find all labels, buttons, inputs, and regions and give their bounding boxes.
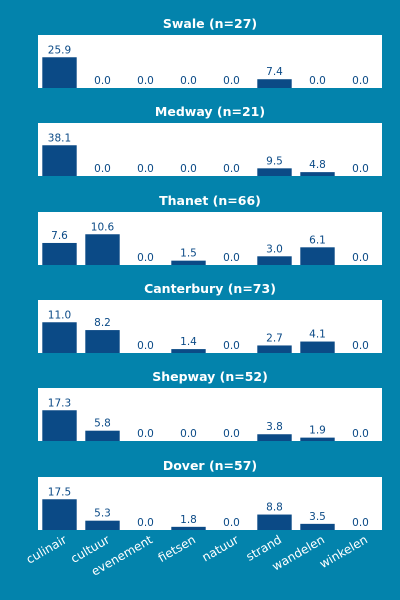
bar-value-label: 0.0 <box>223 252 240 264</box>
x-tick-label: winkelen <box>317 532 370 571</box>
panel-title: Medway (n=21) <box>155 104 265 119</box>
bar-culinair <box>42 322 77 353</box>
bar-value-label: 0.0 <box>352 75 369 87</box>
bar-value-label: 7.6 <box>51 230 68 242</box>
bar-cultuur <box>85 234 120 265</box>
bar-value-label: 1.9 <box>309 425 326 437</box>
chart-panel: Canterbury (n=73) 11.0 8.2 0.0 1.4 0.0 2.7 4.1 0… <box>38 281 382 353</box>
bar-fietsen <box>171 349 206 353</box>
bar-value-label: 0.0 <box>94 163 111 175</box>
bar-cultuur <box>85 520 120 530</box>
bar-value-label: 4.1 <box>309 329 326 341</box>
bar-value-label: 9.5 <box>266 155 283 167</box>
bar-value-label: 0.0 <box>352 252 369 264</box>
bar-culinair <box>42 57 77 88</box>
bar-cultuur <box>85 430 120 441</box>
bar-value-label: 0.0 <box>223 75 240 87</box>
panel-title: Thanet (n=66) <box>159 193 261 208</box>
bar-value-label: 5.3 <box>94 508 111 520</box>
bar-value-label: 0.0 <box>223 517 240 529</box>
bar-value-label: 1.8 <box>180 514 197 526</box>
bar-culinair <box>42 145 77 176</box>
panel-title: Canterbury (n=73) <box>144 281 276 296</box>
bar-value-label: 0.0 <box>180 75 197 87</box>
bar-value-label: 0.0 <box>180 163 197 175</box>
bar-value-label: 11.0 <box>48 309 71 321</box>
bar-value-label: 6.1 <box>309 234 326 246</box>
bar-fietsen <box>171 526 206 530</box>
bar-value-label: 7.4 <box>266 66 283 78</box>
bar-value-label: 8.2 <box>94 317 111 329</box>
bar-culinair <box>42 499 77 530</box>
x-tick-label: natuur <box>200 532 242 564</box>
bar-wandelen <box>300 437 335 441</box>
bar-value-label: 1.4 <box>180 336 197 348</box>
chart-panel: Dover (n=57) 17.5 5.3 0.0 1.8 0.0 8.8 3.5 0.0 <box>38 458 382 530</box>
bar-value-label: 0.0 <box>137 517 154 529</box>
panel-title: Swale (n=27) <box>163 16 257 31</box>
bar-value-label: 5.8 <box>94 418 111 430</box>
bar-value-label: 0.0 <box>94 75 111 87</box>
bar-cultuur <box>85 330 120 353</box>
bar-strand <box>257 345 292 353</box>
bar-value-label: 1.5 <box>180 248 197 260</box>
panel-background <box>38 35 382 88</box>
bar-value-label: 0.0 <box>352 517 369 529</box>
bar-value-label: 0.0 <box>137 252 154 264</box>
bar-value-label: 0.0 <box>223 163 240 175</box>
bar-value-label: 3.5 <box>309 511 326 523</box>
bar-value-label: 0.0 <box>137 428 154 440</box>
bar-value-label: 0.0 <box>352 340 369 352</box>
bar-value-label: 3.8 <box>266 421 283 433</box>
x-tick-label: fietsen <box>156 532 198 565</box>
chart-panel: Shepway (n=52) 17.3 5.8 0.0 0.0 0.0 3.8 1.9 0.0 <box>38 369 382 441</box>
bar-value-label: 38.1 <box>48 132 71 144</box>
bar-strand <box>257 79 292 88</box>
bar-value-label: 10.6 <box>91 221 115 233</box>
bar-strand <box>257 256 292 265</box>
bar-value-label: 0.0 <box>223 428 240 440</box>
bar-value-label: 0.0 <box>180 428 197 440</box>
panel-background <box>38 123 382 176</box>
bar-value-label: 0.0 <box>137 340 154 352</box>
bar-culinair <box>42 410 77 441</box>
panel-title: Shepway (n=52) <box>152 369 268 384</box>
bar-value-label: 4.8 <box>309 159 326 171</box>
bar-value-label: 2.7 <box>266 332 283 344</box>
bar-fietsen <box>171 260 206 265</box>
bar-strand <box>257 434 292 441</box>
bar-value-label: 17.3 <box>48 397 71 409</box>
x-tick-label: culinair <box>24 532 69 566</box>
bar-culinair <box>42 242 77 265</box>
bar-value-label: 0.0 <box>309 75 326 87</box>
bar-value-label: 0.0 <box>352 428 369 440</box>
bar-value-label: 8.8 <box>266 502 283 514</box>
chart-panel: Medway (n=21) 38.1 0.0 0.0 0.0 0.0 9.5 4.8 0.0 <box>38 104 382 176</box>
bar-wandelen <box>300 172 335 176</box>
panel-title: Dover (n=57) <box>163 458 257 473</box>
bar-strand <box>257 168 292 176</box>
bar-value-label: 0.0 <box>137 163 154 175</box>
bar-value-label: 0.0 <box>137 75 154 87</box>
bar-value-label: 0.0 <box>223 340 240 352</box>
chart-panel: Thanet (n=66) 7.6 10.6 0.0 1.5 0.0 3.0 6.1 0.0 <box>38 193 382 265</box>
bar-wandelen <box>300 247 335 265</box>
bar-wandelen <box>300 523 335 530</box>
bar-wandelen <box>300 341 335 353</box>
bar-value-label: 3.0 <box>266 243 283 255</box>
bar-value-label: 0.0 <box>352 163 369 175</box>
chart-panel: Swale (n=27) 25.9 0.0 0.0 0.0 0.0 7.4 0.0 0.0 <box>38 16 382 88</box>
bar-strand <box>257 514 292 530</box>
bar-value-label: 17.5 <box>48 486 71 498</box>
bar-value-label: 25.9 <box>48 44 71 56</box>
